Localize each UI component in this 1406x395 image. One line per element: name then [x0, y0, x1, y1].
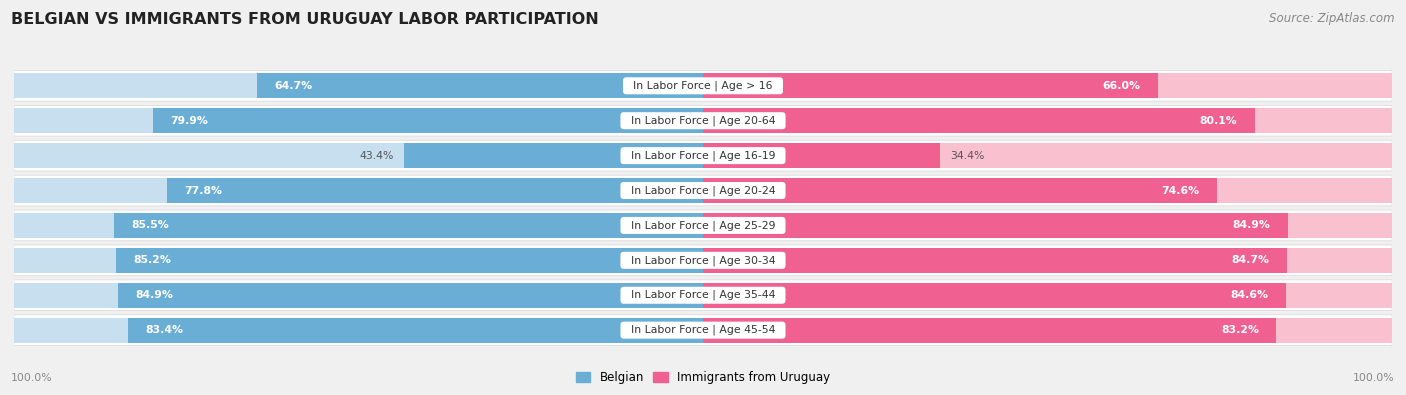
- FancyBboxPatch shape: [14, 315, 1392, 346]
- Text: 79.9%: 79.9%: [170, 116, 208, 126]
- Bar: [14, 143, 703, 168]
- Bar: [703, 318, 1392, 343]
- Bar: [167, 178, 703, 203]
- Text: 66.0%: 66.0%: [1102, 81, 1140, 91]
- Text: 84.7%: 84.7%: [1232, 255, 1270, 265]
- Bar: [114, 213, 703, 238]
- Bar: [152, 108, 703, 133]
- Text: In Labor Force | Age > 16: In Labor Force | Age > 16: [626, 81, 780, 91]
- Bar: [14, 73, 703, 98]
- Text: In Labor Force | Age 25-29: In Labor Force | Age 25-29: [624, 220, 782, 231]
- Text: 77.8%: 77.8%: [184, 186, 222, 196]
- Bar: [703, 248, 1392, 273]
- Text: 84.6%: 84.6%: [1230, 290, 1268, 300]
- Bar: [14, 318, 703, 343]
- Text: 83.2%: 83.2%: [1220, 325, 1258, 335]
- Text: BELGIAN VS IMMIGRANTS FROM URUGUAY LABOR PARTICIPATION: BELGIAN VS IMMIGRANTS FROM URUGUAY LABOR…: [11, 12, 599, 27]
- Text: 100.0%: 100.0%: [11, 373, 53, 383]
- Text: 80.1%: 80.1%: [1199, 116, 1237, 126]
- Bar: [703, 143, 1392, 168]
- Bar: [703, 178, 1218, 203]
- Bar: [703, 178, 1392, 203]
- Bar: [703, 73, 1392, 98]
- Text: Source: ZipAtlas.com: Source: ZipAtlas.com: [1270, 12, 1395, 25]
- FancyBboxPatch shape: [14, 175, 1392, 206]
- Bar: [118, 283, 703, 308]
- Bar: [703, 108, 1392, 133]
- Bar: [404, 143, 703, 168]
- Bar: [703, 213, 1288, 238]
- Text: 74.6%: 74.6%: [1161, 186, 1199, 196]
- Bar: [703, 213, 1392, 238]
- Bar: [703, 248, 1286, 273]
- Text: 100.0%: 100.0%: [1353, 373, 1395, 383]
- Bar: [703, 108, 1254, 133]
- Bar: [14, 283, 703, 308]
- Text: 85.5%: 85.5%: [131, 220, 169, 230]
- Bar: [14, 248, 703, 273]
- Text: 84.9%: 84.9%: [135, 290, 173, 300]
- Text: In Labor Force | Age 45-54: In Labor Force | Age 45-54: [624, 325, 782, 335]
- Bar: [703, 143, 941, 168]
- Bar: [117, 248, 703, 273]
- Legend: Belgian, Immigrants from Uruguay: Belgian, Immigrants from Uruguay: [571, 367, 835, 389]
- FancyBboxPatch shape: [14, 245, 1392, 276]
- Text: In Labor Force | Age 30-34: In Labor Force | Age 30-34: [624, 255, 782, 265]
- Text: 83.4%: 83.4%: [146, 325, 184, 335]
- Bar: [703, 283, 1392, 308]
- FancyBboxPatch shape: [14, 140, 1392, 171]
- FancyBboxPatch shape: [14, 70, 1392, 101]
- Text: In Labor Force | Age 35-44: In Labor Force | Age 35-44: [624, 290, 782, 301]
- Text: 34.4%: 34.4%: [950, 150, 984, 161]
- Text: 84.9%: 84.9%: [1233, 220, 1271, 230]
- Bar: [703, 318, 1277, 343]
- Bar: [128, 318, 703, 343]
- Text: In Labor Force | Age 20-64: In Labor Force | Age 20-64: [624, 115, 782, 126]
- Text: 85.2%: 85.2%: [134, 255, 172, 265]
- Text: In Labor Force | Age 20-24: In Labor Force | Age 20-24: [624, 185, 782, 196]
- Bar: [14, 213, 703, 238]
- FancyBboxPatch shape: [14, 105, 1392, 136]
- Bar: [14, 108, 703, 133]
- FancyBboxPatch shape: [14, 210, 1392, 241]
- Text: 43.4%: 43.4%: [360, 150, 394, 161]
- Text: 64.7%: 64.7%: [274, 81, 312, 91]
- FancyBboxPatch shape: [14, 280, 1392, 310]
- Bar: [703, 73, 1157, 98]
- Bar: [257, 73, 703, 98]
- Text: In Labor Force | Age 16-19: In Labor Force | Age 16-19: [624, 150, 782, 161]
- Bar: [703, 283, 1286, 308]
- Bar: [14, 178, 703, 203]
